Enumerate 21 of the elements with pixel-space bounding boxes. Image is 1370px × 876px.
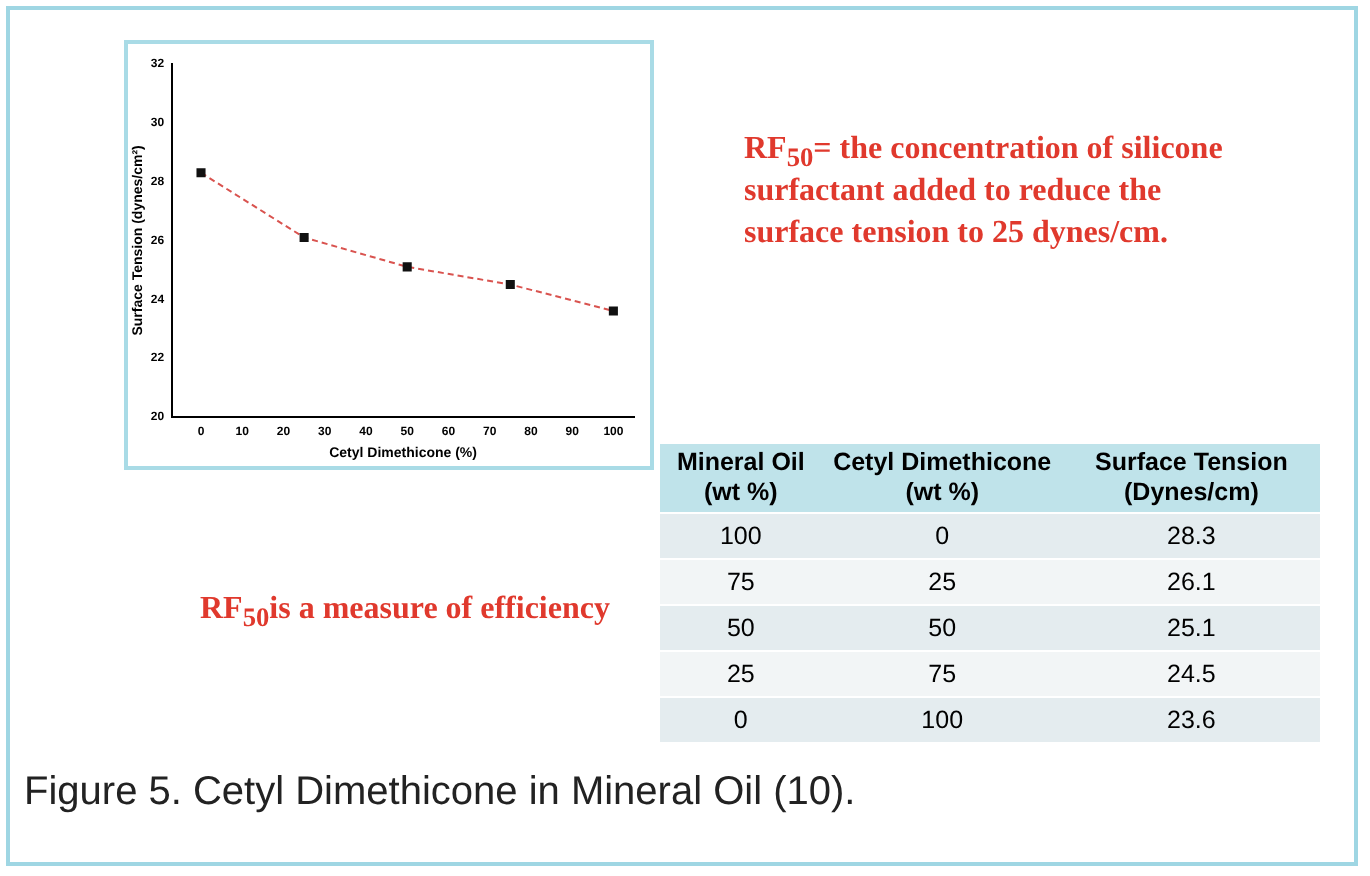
text: 75 [660,559,822,605]
text: 25 [660,651,822,697]
text: 100 [821,697,1063,742]
text: 50 [660,605,822,651]
text: RF$_{50}$= the concentration of silicone surfactant added to reduce the surface tension to 25 dynes/cm. [744,130,1224,254]
text: 100 [660,513,822,559]
text: 0 [660,697,822,742]
caption: Figure 5. Cetyl Dimethicone in Mineral Oil (10). [24,770,856,816]
text: 25 [821,559,1063,605]
text: 0 [821,513,1063,559]
text: 24.5 [1062,651,1320,697]
text: RF$_{50}$is a measure of efficiency [200,592,610,633]
text: 26.1 [1062,559,1320,605]
text: Cetyl Dimethicone (wt %) [821,444,1063,513]
text: 25.1 [1062,605,1320,651]
text: Mineral Oil (wt %) [660,444,822,513]
text: 28.3 [1062,513,1320,559]
text: 50 [821,605,1063,651]
text: Surface Tension (Dynes/cm) [1062,444,1320,513]
text: 75 [821,651,1063,697]
text: 23.6 [1062,697,1320,742]
